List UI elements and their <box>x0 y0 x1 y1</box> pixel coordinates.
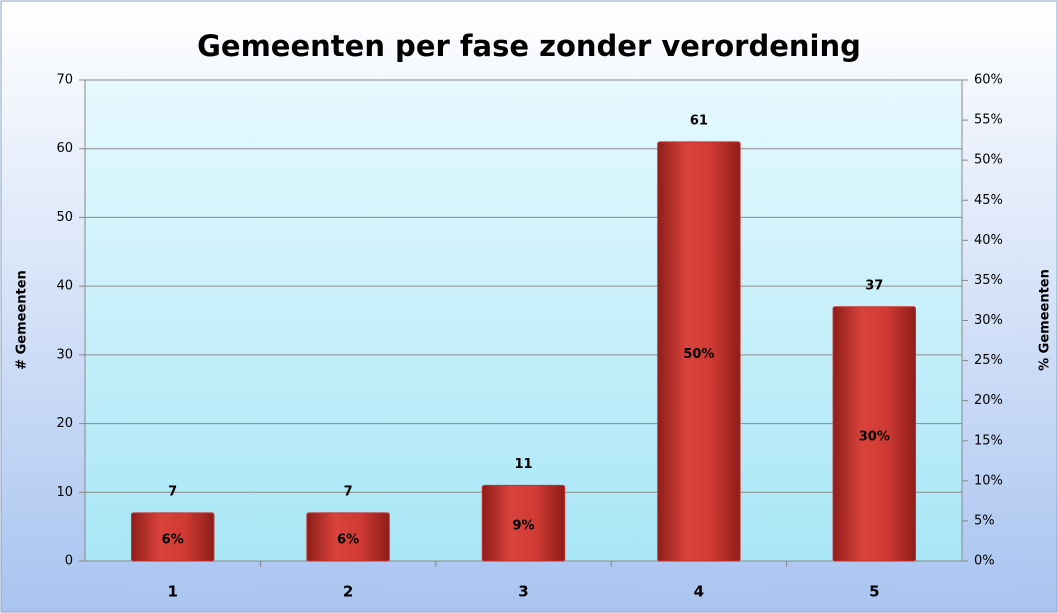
value-label: 11 <box>514 457 532 472</box>
value-label: 7 <box>344 484 353 499</box>
percent-label: 50% <box>683 347 714 362</box>
y2-tick-label: 55% <box>974 113 1003 128</box>
y-tick-label: 20 <box>56 416 73 431</box>
y-tick-label: 0 <box>65 554 73 569</box>
x-tick-label: 2 <box>343 583 353 601</box>
y-tick-label: 60 <box>56 141 73 156</box>
y2-tick-label: 35% <box>974 273 1003 288</box>
bar <box>832 306 917 562</box>
bar <box>657 141 741 562</box>
plot-area <box>85 80 962 561</box>
y-tick-label: 50 <box>56 210 73 225</box>
y2-tick-label: 40% <box>974 233 1003 248</box>
y2-tick-label: 10% <box>974 473 1003 488</box>
y-tick-label: 40 <box>56 279 73 294</box>
percent-label: 6% <box>162 532 184 547</box>
x-tick-label: 1 <box>167 583 177 601</box>
y2-tick-label: 50% <box>974 153 1003 168</box>
y-axis-label: # Gemeenten <box>15 270 30 370</box>
y2-tick-label: 5% <box>974 513 995 528</box>
y-tick-label: 70 <box>56 73 73 88</box>
y2-tick-label: 30% <box>974 313 1003 328</box>
bar <box>306 512 390 562</box>
bar <box>130 512 215 562</box>
x-tick-label: 5 <box>869 583 879 601</box>
value-label: 7 <box>168 484 177 499</box>
bar <box>481 484 566 562</box>
y2-axis-label: % Gemeenten <box>1038 269 1053 371</box>
value-label: 37 <box>865 278 883 293</box>
y2-tick-label: 60% <box>974 73 1003 88</box>
y-tick-label: 30 <box>56 347 73 362</box>
y2-tick-label: 0% <box>974 554 995 569</box>
chart-title: Gemeenten per fase zonder verordening <box>197 29 861 63</box>
percent-label: 30% <box>859 429 890 444</box>
value-label: 61 <box>690 113 708 128</box>
y-tick-label: 10 <box>56 485 73 500</box>
y2-tick-label: 20% <box>974 393 1003 408</box>
percent-label: 6% <box>337 532 359 547</box>
x-tick-label: 4 <box>694 583 704 601</box>
y2-tick-label: 25% <box>974 353 1003 368</box>
y2-tick-label: 15% <box>974 433 1003 448</box>
percent-label: 9% <box>512 519 534 534</box>
x-tick-label: 3 <box>518 583 528 601</box>
y2-tick-label: 45% <box>974 193 1003 208</box>
